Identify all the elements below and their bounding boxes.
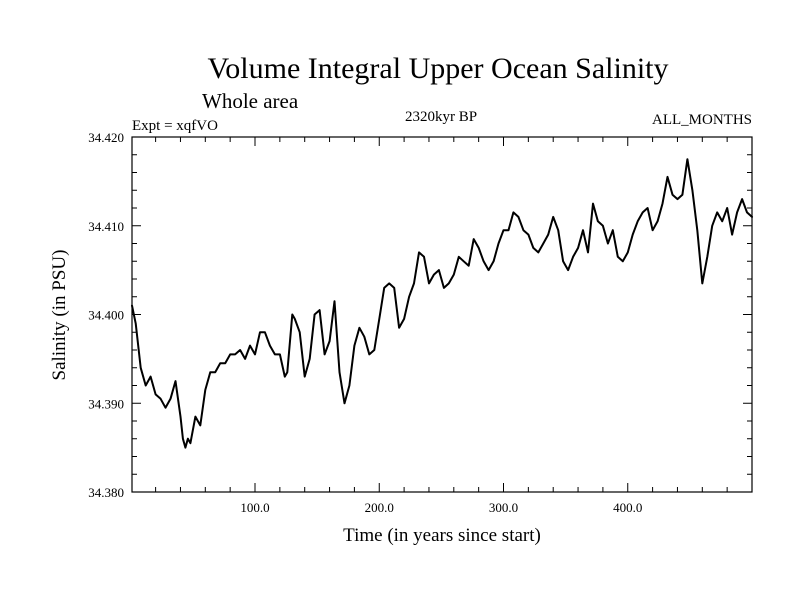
- x-axis-label: Time (in years since start): [343, 525, 541, 546]
- salinity-series-line: [131, 158, 753, 449]
- x-tick-label: 100.0: [240, 500, 269, 515]
- time-period-label: 2320kyr BP: [405, 109, 477, 125]
- x-tick-label: 400.0: [613, 500, 642, 515]
- y-axis-ticks: [132, 154, 752, 475]
- y-tick-label: 34.400: [88, 308, 124, 323]
- experiment-label: Expt = xqfVO: [132, 118, 218, 134]
- chart-title: Volume Integral Upper Ocean Salinity: [208, 52, 669, 85]
- months-label: ALL_MONTHS: [652, 112, 752, 128]
- x-tick-label: 300.0: [489, 500, 518, 515]
- chart-subtitle: Whole area: [202, 89, 299, 113]
- x-tick-label: 200.0: [365, 500, 394, 515]
- y-tick-label: 34.410: [88, 219, 124, 234]
- x-axis-tick-labels: 100.0 200.0 300.0 400.0: [240, 500, 642, 515]
- y-tick-label: 34.390: [88, 396, 124, 411]
- y-axis-label: Salinity (in PSU): [49, 250, 70, 381]
- y-axis-tick-labels: 34.380 34.390 34.400 34.410 34.420: [88, 130, 124, 500]
- x-axis-ticks: [155, 137, 728, 492]
- y-tick-label: 34.380: [88, 485, 124, 500]
- y-tick-label: 34.420: [88, 130, 124, 145]
- plot-frame: [131, 136, 753, 493]
